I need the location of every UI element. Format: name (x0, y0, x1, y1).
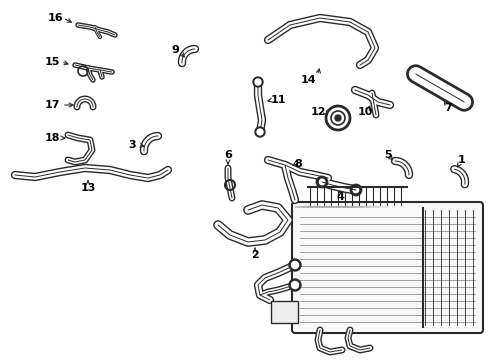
Circle shape (253, 77, 263, 87)
Text: 17: 17 (44, 100, 60, 110)
Circle shape (292, 261, 298, 269)
Text: 3: 3 (128, 140, 136, 150)
Text: 13: 13 (80, 183, 96, 193)
Circle shape (289, 279, 301, 291)
Text: 5: 5 (384, 150, 392, 160)
FancyBboxPatch shape (292, 202, 483, 333)
Text: 11: 11 (270, 95, 286, 105)
Text: 16: 16 (47, 13, 63, 23)
Text: 8: 8 (294, 159, 302, 169)
Text: 12: 12 (310, 107, 326, 117)
Text: 7: 7 (444, 103, 452, 113)
Circle shape (255, 79, 261, 85)
Circle shape (335, 115, 341, 121)
Text: 1: 1 (458, 155, 466, 165)
Circle shape (257, 129, 263, 135)
Text: 4: 4 (336, 192, 344, 202)
Text: 18: 18 (44, 133, 60, 143)
Circle shape (292, 282, 298, 288)
Circle shape (255, 127, 265, 137)
Text: 2: 2 (251, 250, 259, 260)
FancyBboxPatch shape (271, 301, 298, 323)
Text: 14: 14 (300, 75, 316, 85)
Text: 9: 9 (171, 45, 179, 55)
Text: 10: 10 (357, 107, 373, 117)
Text: 6: 6 (224, 150, 232, 160)
Circle shape (289, 259, 301, 271)
Text: 15: 15 (44, 57, 60, 67)
